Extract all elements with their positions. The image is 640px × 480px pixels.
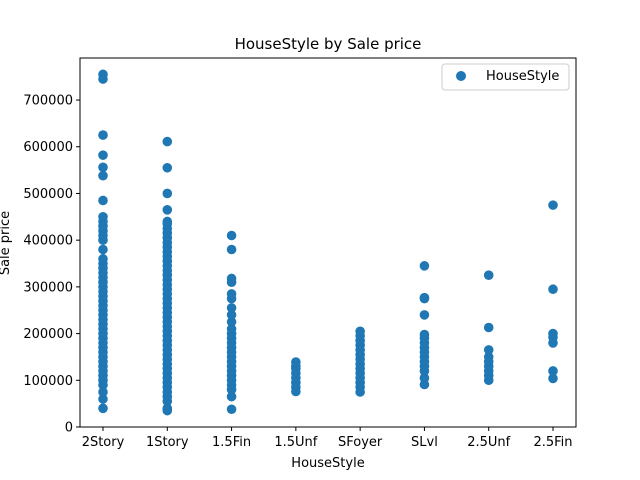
data-point <box>226 310 237 320</box>
y-tick-label: 700000 <box>23 94 73 109</box>
x-axis-label: HouseStyle <box>291 456 364 471</box>
data-point <box>291 357 301 367</box>
data-point <box>162 216 173 227</box>
data-points <box>98 69 558 416</box>
y-tick-label: 500000 <box>23 187 73 202</box>
data-point <box>419 261 430 271</box>
y-tick-label: 0 <box>65 421 73 436</box>
data-point <box>98 394 108 404</box>
data-point <box>98 244 108 255</box>
data-point <box>226 244 237 255</box>
legend-box <box>441 63 570 91</box>
data-point <box>98 150 108 160</box>
y-axis-ticks: 0 100000 200000 300000 400000 500000 600000 700… <box>23 94 80 436</box>
x-axis-ticks: 2Story 1Story 1.5Fin 1.5Unf SFoyer SLvl 2.5Unf… <box>82 427 573 450</box>
data-point <box>226 230 237 241</box>
y-axis-label: Sale price <box>0 211 13 275</box>
data-point <box>162 188 173 199</box>
plot-area-frame <box>79 57 577 428</box>
data-point <box>98 170 108 181</box>
x-tick-label: 2Story <box>82 435 125 450</box>
data-point <box>98 162 108 173</box>
data-point <box>162 136 173 147</box>
data-point <box>548 284 558 295</box>
data-point <box>419 292 430 303</box>
data-point <box>226 303 237 313</box>
data-point <box>419 373 430 383</box>
data-point <box>226 273 237 284</box>
data-point <box>162 403 173 414</box>
data-point <box>162 162 173 173</box>
data-point <box>98 195 108 206</box>
data-point <box>548 200 558 210</box>
x-tick-label: 1Story <box>146 435 189 450</box>
x-tick-label: 2.5Fin <box>533 435 572 450</box>
data-point <box>483 322 494 333</box>
data-point <box>548 328 558 339</box>
data-point <box>98 403 108 414</box>
x-tick-label: 1.5Fin <box>212 435 251 450</box>
data-point <box>483 345 494 355</box>
data-point <box>98 130 108 140</box>
data-point <box>98 69 108 80</box>
legend: HouseStyle <box>441 63 570 91</box>
legend-label: HouseStyle <box>486 69 559 84</box>
y-tick-label: 600000 <box>23 140 73 155</box>
data-point <box>419 310 430 320</box>
data-point <box>483 270 494 280</box>
chart-title: HouseStyle by Sale price <box>235 35 422 53</box>
x-tick-label: 1.5Unf <box>274 435 317 450</box>
data-point <box>98 387 108 397</box>
y-tick-label: 300000 <box>23 280 73 295</box>
data-point <box>548 373 558 384</box>
data-point <box>226 324 237 334</box>
y-tick-label: 100000 <box>23 374 73 389</box>
data-point <box>419 329 430 340</box>
data-point <box>162 205 173 215</box>
data-point <box>226 289 237 299</box>
x-tick-label: SFoyer <box>338 435 383 450</box>
data-point <box>355 326 365 337</box>
data-point <box>226 404 237 415</box>
y-tick-label: 200000 <box>23 327 73 342</box>
y-tick-label: 400000 <box>23 234 73 249</box>
data-point <box>483 352 494 362</box>
data-point <box>226 317 237 327</box>
x-tick-label: SLvl <box>411 435 438 450</box>
data-point <box>548 366 558 376</box>
data-point <box>98 212 108 222</box>
x-tick-label: 2.5Unf <box>467 435 510 450</box>
data-point <box>226 391 237 402</box>
legend-marker <box>456 71 466 81</box>
data-point <box>98 254 108 264</box>
